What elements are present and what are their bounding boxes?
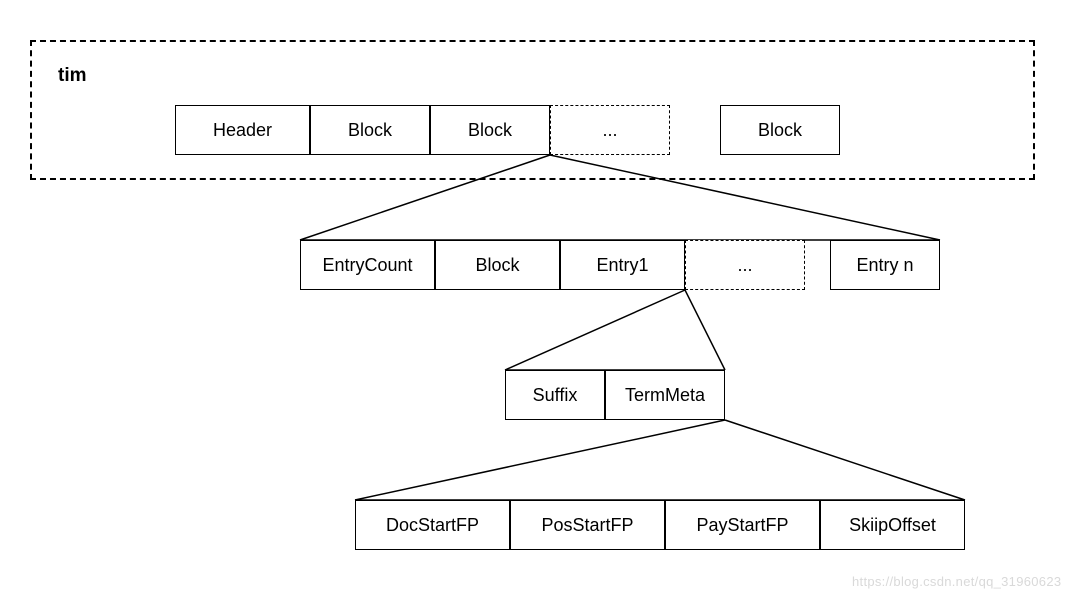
watermark-text: https://blog.csdn.net/qq_31960623 — [852, 574, 1061, 589]
node-label: TermMeta — [625, 385, 705, 406]
node-r2c1: EntryCount — [300, 240, 435, 290]
tim-label: tim — [58, 65, 87, 87]
node-r1c3: Block — [430, 105, 550, 155]
node-label: Entry n — [856, 255, 913, 276]
node-label: Block — [348, 120, 392, 141]
node-label: PayStartFP — [696, 515, 788, 536]
node-label: EntryCount — [322, 255, 412, 276]
node-label: Entry1 — [596, 255, 648, 276]
node-r4c3: PayStartFP — [665, 500, 820, 550]
node-r1c4: ... — [550, 105, 670, 155]
node-r1c5: Block — [720, 105, 840, 155]
node-r3c2: TermMeta — [605, 370, 725, 420]
node-r3c1: Suffix — [505, 370, 605, 420]
node-label: ... — [737, 255, 752, 276]
node-label: Header — [213, 120, 272, 141]
node-r2c4: ... — [685, 240, 805, 290]
node-label: Block — [468, 120, 512, 141]
node-r2c3: Entry1 — [560, 240, 685, 290]
node-r2c5: Entry n — [830, 240, 940, 290]
node-r1c2: Block — [310, 105, 430, 155]
node-label: Block — [475, 255, 519, 276]
diagram-container: { "diagram": { "type": "tree", "canvas":… — [0, 0, 1080, 591]
node-label: Block — [758, 120, 802, 141]
node-label: SkiipOffset — [849, 515, 936, 536]
node-label: DocStartFP — [386, 515, 479, 536]
node-label: ... — [602, 120, 617, 141]
node-r4c1: DocStartFP — [355, 500, 510, 550]
node-r1c1: Header — [175, 105, 310, 155]
node-r2c2: Block — [435, 240, 560, 290]
node-r4c2: PosStartFP — [510, 500, 665, 550]
node-label: Suffix — [533, 385, 578, 406]
node-label: PosStartFP — [541, 515, 633, 536]
node-r4c4: SkiipOffset — [820, 500, 965, 550]
